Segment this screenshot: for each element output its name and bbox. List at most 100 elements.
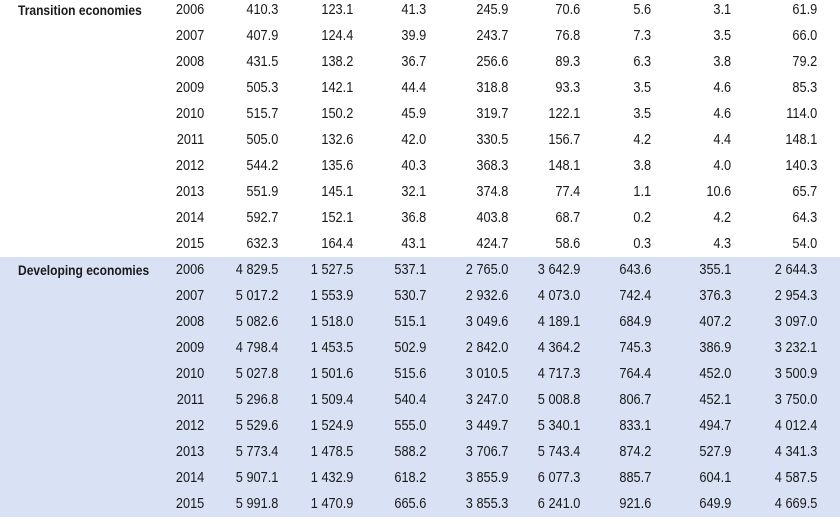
value-cell: 452.1 [670,387,731,413]
value-text: 58.6 [555,236,580,252]
value-text: 5 017.2 [235,288,278,304]
group-label: Developing economies [18,262,150,278]
value-cell: 0.3 [590,231,651,257]
value-cell: 5 340.1 [515,413,580,439]
table-row: 2014 592.7 152.1 36.8 403.8 68.7 0.2 4.2 64.3 [0,205,840,231]
value-cell: 79.2 [745,49,817,75]
value-cell: 4 669.5 [745,491,817,517]
value-text: 407.2 [699,314,731,330]
value-text: 164.4 [321,236,353,252]
table-row: 2014 5 907.1 1 432.9 618.2 3 855.9 6 077.3 885… [0,465,840,491]
value-cell: 32.1 [360,179,426,205]
value-text: 530.7 [394,288,426,304]
value-text: 43.1 [401,236,426,252]
value-text: 3 642.9 [537,262,580,278]
table-row: 2013 5 773.4 1 478.5 588.2 3 706.7 5 743.4 874… [0,439,840,465]
value-text: 93.3 [555,80,580,96]
value-cell: 764.4 [590,361,651,387]
value-text: 150.2 [321,106,353,122]
value-cell: 540.4 [360,387,426,413]
value-cell: 148.1 [745,127,817,153]
value-cell: 7.3 [590,23,651,49]
value-cell: 6 241.0 [515,491,580,517]
value-cell: 4 717.3 [515,361,580,387]
value-text: 3 010.5 [465,366,508,382]
value-text: 89.3 [555,54,580,70]
value-cell: 41.3 [360,0,426,23]
group-transition-economies: Transition economies 2006 410.3 123.1 41.3 24… [0,0,840,257]
value-cell: 5 529.6 [205,413,278,439]
value-cell: 885.7 [590,465,651,491]
value-cell: 4.6 [670,101,731,127]
value-cell: 505.3 [205,75,278,101]
value-cell: 355.1 [670,257,731,283]
value-text: 6 077.3 [537,470,580,486]
value-cell: 5 017.2 [205,283,278,309]
group-developing-economies: Developing economies 2006 4 829.5 1 527.5 53… [0,257,840,517]
value-cell: 54.0 [745,231,817,257]
value-cell: 502.9 [360,335,426,361]
value-text: 114.0 [786,106,817,122]
value-text: 64.3 [792,210,817,226]
value-text: 833.1 [619,418,651,434]
value-cell: 135.6 [290,153,353,179]
value-cell: 40.3 [360,153,426,179]
value-text: 3 706.7 [465,444,508,460]
value-text: 3 232.1 [774,340,817,356]
value-cell: 66.0 [745,23,817,49]
year-text: 2013 [175,184,204,200]
value-text: 494.7 [699,418,731,434]
value-cell: 64.3 [745,205,817,231]
value-text: 5 529.6 [235,418,278,434]
value-cell: 138.2 [290,49,353,75]
year-text: 2007 [175,28,204,44]
value-text: 355.1 [699,262,731,278]
table-row: 2012 544.2 135.6 40.3 368.3 148.1 3.8 4.0 140.3 [0,153,840,179]
value-cell: 6 077.3 [515,465,580,491]
value-cell: 544.2 [205,153,278,179]
year-cell: 2006 [150,0,204,23]
value-cell: 4.3 [670,231,731,257]
value-text: 3 049.6 [465,314,508,330]
value-text: 4 798.4 [235,340,278,356]
value-text: 3 750.0 [774,392,817,408]
table-row: 2012 5 529.6 1 524.9 555.0 3 449.7 5 340.1 833… [0,413,840,439]
year-cell: 2007 [150,283,204,309]
value-text: 368.3 [476,158,508,174]
year-text: 2009 [175,340,204,356]
value-cell: 36.7 [360,49,426,75]
value-cell: 3 855.3 [440,491,508,517]
year-cell: 2012 [150,153,204,179]
value-text: 123.1 [321,2,353,18]
year-text: 2008 [175,54,204,70]
value-cell: 145.1 [290,179,353,205]
value-cell: 4.2 [590,127,651,153]
year-text: 2012 [175,418,204,434]
value-text: 1 518.0 [310,314,353,330]
value-text: 1 470.9 [310,496,353,512]
value-text: 515.7 [246,106,278,122]
value-text: 2 954.3 [774,288,817,304]
value-text: 66.0 [792,28,817,44]
value-cell: 330.5 [440,127,508,153]
value-cell: 124.4 [290,23,353,49]
value-cell: 588.2 [360,439,426,465]
value-text: 386.9 [699,340,731,356]
value-text: 5 773.4 [235,444,278,460]
value-cell: 3.8 [590,153,651,179]
value-text: 1 432.9 [310,470,353,486]
year-cell: 2008 [150,49,204,75]
value-text: 3.1 [713,2,731,18]
value-text: 243.7 [476,28,508,44]
value-cell: 2 644.3 [745,257,817,283]
value-text: 5 743.4 [537,444,580,460]
table-row: 2007 407.9 124.4 39.9 243.7 76.8 7.3 3.5 66.0 [0,23,840,49]
value-cell: 1 478.5 [290,439,353,465]
value-cell: 3 049.6 [440,309,508,335]
value-cell: 77.4 [515,179,580,205]
value-text: 3.8 [633,158,651,174]
value-text: 604.1 [699,470,731,486]
value-text: 4 189.1 [537,314,580,330]
value-text: 3 500.9 [774,366,817,382]
value-cell: 376.3 [670,283,731,309]
